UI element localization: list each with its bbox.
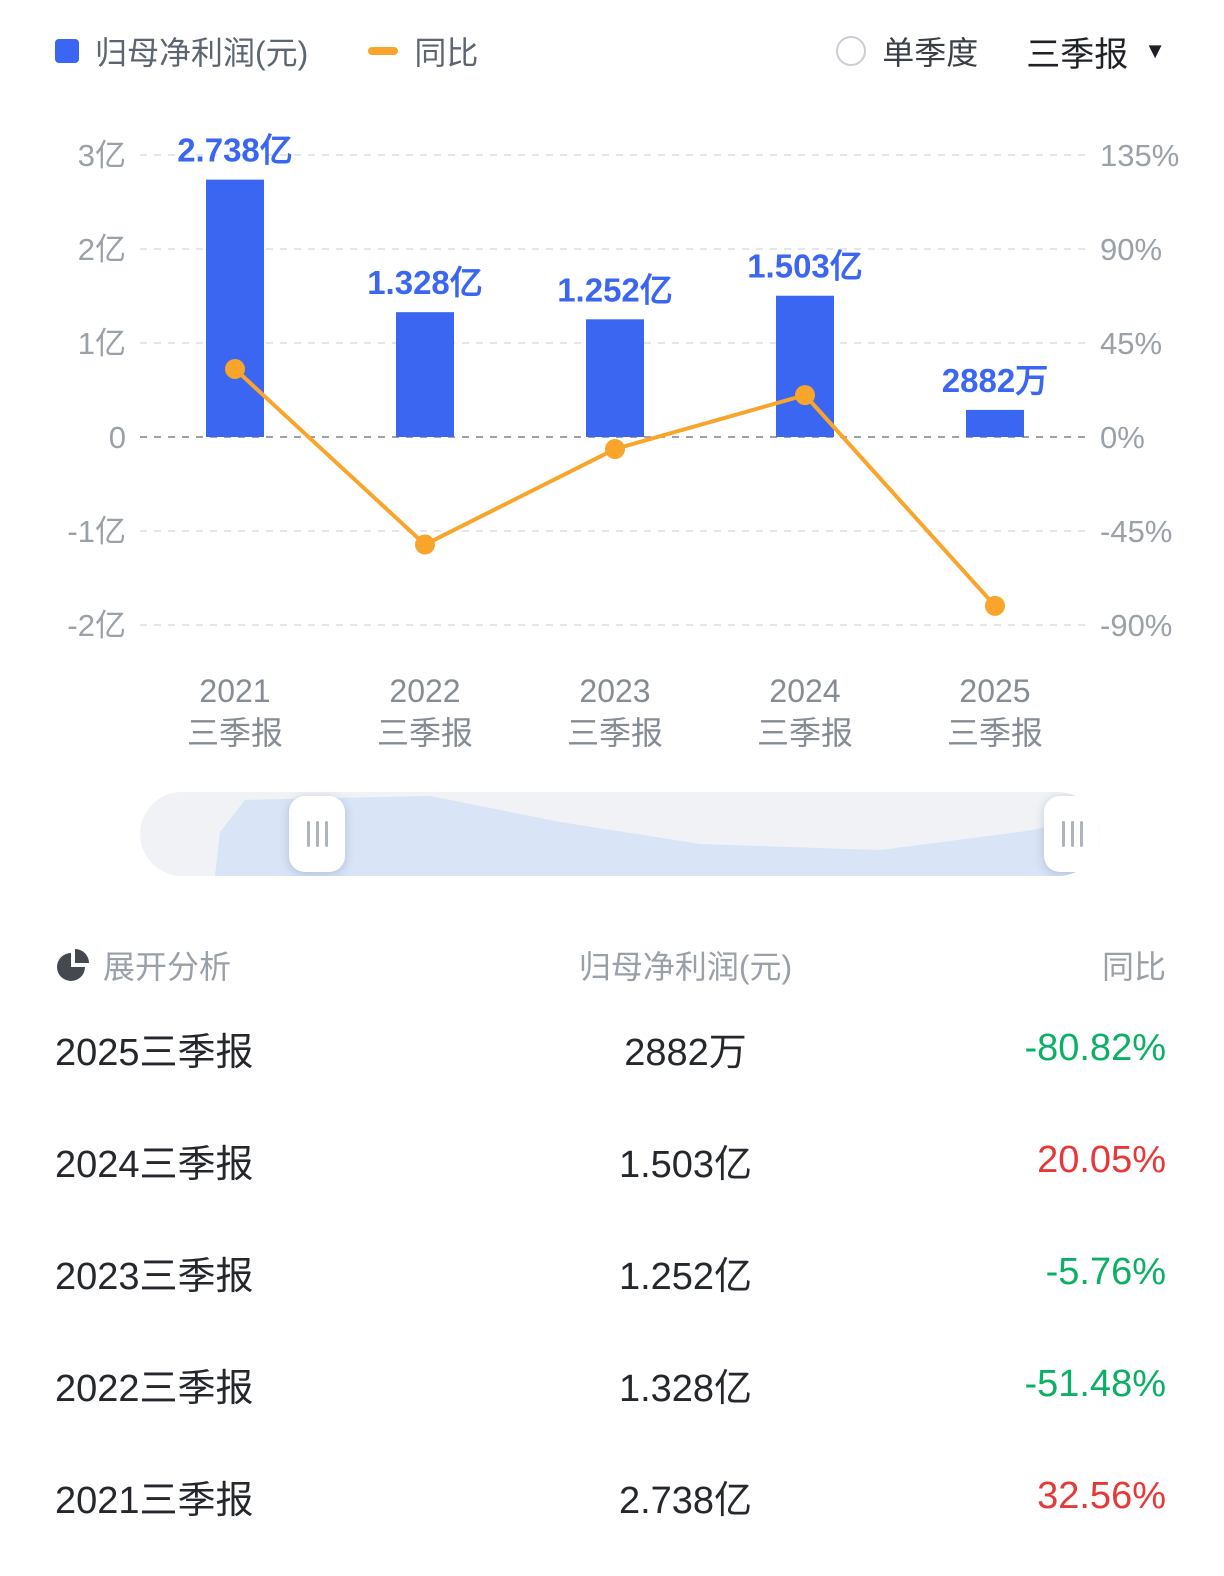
table-row[interactable]: 2021三季报 2.738亿 32.56% bbox=[55, 1440, 1166, 1552]
change-value: 20.05% bbox=[1037, 1138, 1166, 1181]
slider-track[interactable] bbox=[140, 792, 1100, 876]
change-value: 32.56% bbox=[1037, 1474, 1166, 1517]
change-column-header: 同比 bbox=[1101, 949, 1166, 985]
svg-text:-45%: -45% bbox=[1100, 514, 1172, 549]
chevron-down-icon: ▼ bbox=[1144, 38, 1166, 63]
legend-row: 归母净利润(元) 同比 单季度 三季报 ▼ bbox=[55, 28, 1166, 74]
svg-text:1亿: 1亿 bbox=[78, 326, 126, 361]
svg-text:-2亿: -2亿 bbox=[67, 608, 126, 643]
svg-text:45%: 45% bbox=[1100, 326, 1162, 361]
period-label: 2021三季报 bbox=[55, 1479, 254, 1522]
table-row[interactable]: 2024三季报 1.503亿 20.05% bbox=[55, 1104, 1166, 1216]
slider-area-silhouette bbox=[215, 796, 1100, 876]
single-quarter-radio[interactable] bbox=[836, 36, 867, 66]
profit-yoy-chart: 3亿 135% 2亿 90% 1亿 45% 0 0% -1亿 -45% -2亿 -90% 2.738亿 1… bbox=[0, 110, 1224, 790]
svg-text:三季报: 三季报 bbox=[947, 715, 1043, 751]
period-label: 2024三季报 bbox=[55, 1143, 254, 1186]
period-label: 2022三季报 bbox=[55, 1367, 254, 1410]
value-cell: 2882万 bbox=[624, 1031, 747, 1074]
report-period-dropdown[interactable]: 三季报 ▼ bbox=[1026, 27, 1166, 76]
line-series-label: 同比 bbox=[414, 35, 479, 71]
pie-chart-icon bbox=[57, 949, 89, 981]
change-value: -5.76% bbox=[1045, 1250, 1166, 1293]
svg-text:2023: 2023 bbox=[579, 673, 650, 709]
svg-text:1.503亿: 1.503亿 bbox=[747, 248, 863, 285]
bar-series-label: 归母净利润(元) bbox=[95, 35, 309, 71]
svg-text:三季报: 三季报 bbox=[377, 715, 473, 751]
value-cell: 2.738亿 bbox=[618, 1479, 753, 1522]
chart-range-slider[interactable] bbox=[140, 792, 1100, 876]
chart-legend: 归母净利润(元) 同比 bbox=[55, 28, 518, 74]
svg-text:2.738亿: 2.738亿 bbox=[177, 132, 293, 169]
legend-item-net-profit: 归母净利润(元) bbox=[55, 28, 308, 74]
svg-text:1.328亿: 1.328亿 bbox=[367, 264, 483, 301]
report-table: 展开分析 归母净利润(元) 同比 2025三季报 2882万 -80.82% 2… bbox=[55, 938, 1166, 1552]
single-quarter-label[interactable]: 单季度 bbox=[882, 35, 979, 71]
bar-series-swatch bbox=[55, 39, 79, 63]
svg-text:三季报: 三季报 bbox=[567, 715, 663, 751]
svg-text:-90%: -90% bbox=[1100, 608, 1172, 643]
svg-text:三季报: 三季报 bbox=[757, 715, 853, 751]
table-row[interactable]: 2025三季报 2882万 -80.82% bbox=[55, 992, 1166, 1104]
change-value: -51.48% bbox=[1024, 1362, 1166, 1405]
svg-text:-1亿: -1亿 bbox=[67, 514, 126, 549]
svg-text:90%: 90% bbox=[1100, 232, 1162, 267]
chart-canvas: 3亿 135% 2亿 90% 1亿 45% 0 0% -1亿 -45% -2亿 -90% 2.738亿 1… bbox=[67, 132, 1179, 751]
table-header: 展开分析 归母净利润(元) 同比 bbox=[55, 938, 1166, 992]
svg-text:3亿: 3亿 bbox=[78, 138, 126, 173]
period-label: 2025三季报 bbox=[55, 1031, 254, 1074]
svg-text:2022: 2022 bbox=[389, 673, 460, 709]
svg-text:0: 0 bbox=[109, 420, 126, 455]
table-row[interactable]: 2023三季报 1.252亿 -5.76% bbox=[55, 1216, 1166, 1328]
line-series-swatch bbox=[368, 47, 399, 55]
svg-text:135%: 135% bbox=[1100, 138, 1179, 173]
svg-text:1.252亿: 1.252亿 bbox=[557, 271, 673, 308]
svg-text:2021: 2021 bbox=[199, 673, 270, 709]
svg-text:2882万: 2882万 bbox=[942, 362, 1048, 399]
period-label: 2023三季报 bbox=[55, 1255, 254, 1298]
slider-right-handle-icon[interactable] bbox=[1044, 796, 1100, 872]
svg-text:三季报: 三季报 bbox=[187, 715, 283, 751]
svg-text:2025: 2025 bbox=[959, 673, 1030, 709]
table-row[interactable]: 2022三季报 1.328亿 -51.48% bbox=[55, 1328, 1166, 1440]
report-period-value[interactable]: 三季报 bbox=[1026, 35, 1129, 74]
change-value: -80.82% bbox=[1024, 1026, 1166, 1069]
value-cell: 1.328亿 bbox=[618, 1367, 753, 1410]
svg-text:2024: 2024 bbox=[769, 673, 840, 709]
slider-left-handle-icon[interactable] bbox=[289, 796, 345, 872]
svg-text:0%: 0% bbox=[1100, 420, 1145, 455]
legend-item-yoy: 同比 bbox=[368, 28, 478, 74]
value-cell: 1.503亿 bbox=[618, 1143, 753, 1186]
expand-analysis-label[interactable]: 展开分析 bbox=[103, 949, 232, 985]
value-cell: 1.252亿 bbox=[618, 1255, 753, 1298]
svg-text:2亿: 2亿 bbox=[78, 232, 126, 267]
value-column-header: 归母净利润(元) bbox=[578, 949, 793, 985]
chart-controls: 单季度 三季报 ▼ bbox=[836, 27, 1166, 76]
expand-analysis-control[interactable]: 展开分析 bbox=[55, 942, 395, 988]
